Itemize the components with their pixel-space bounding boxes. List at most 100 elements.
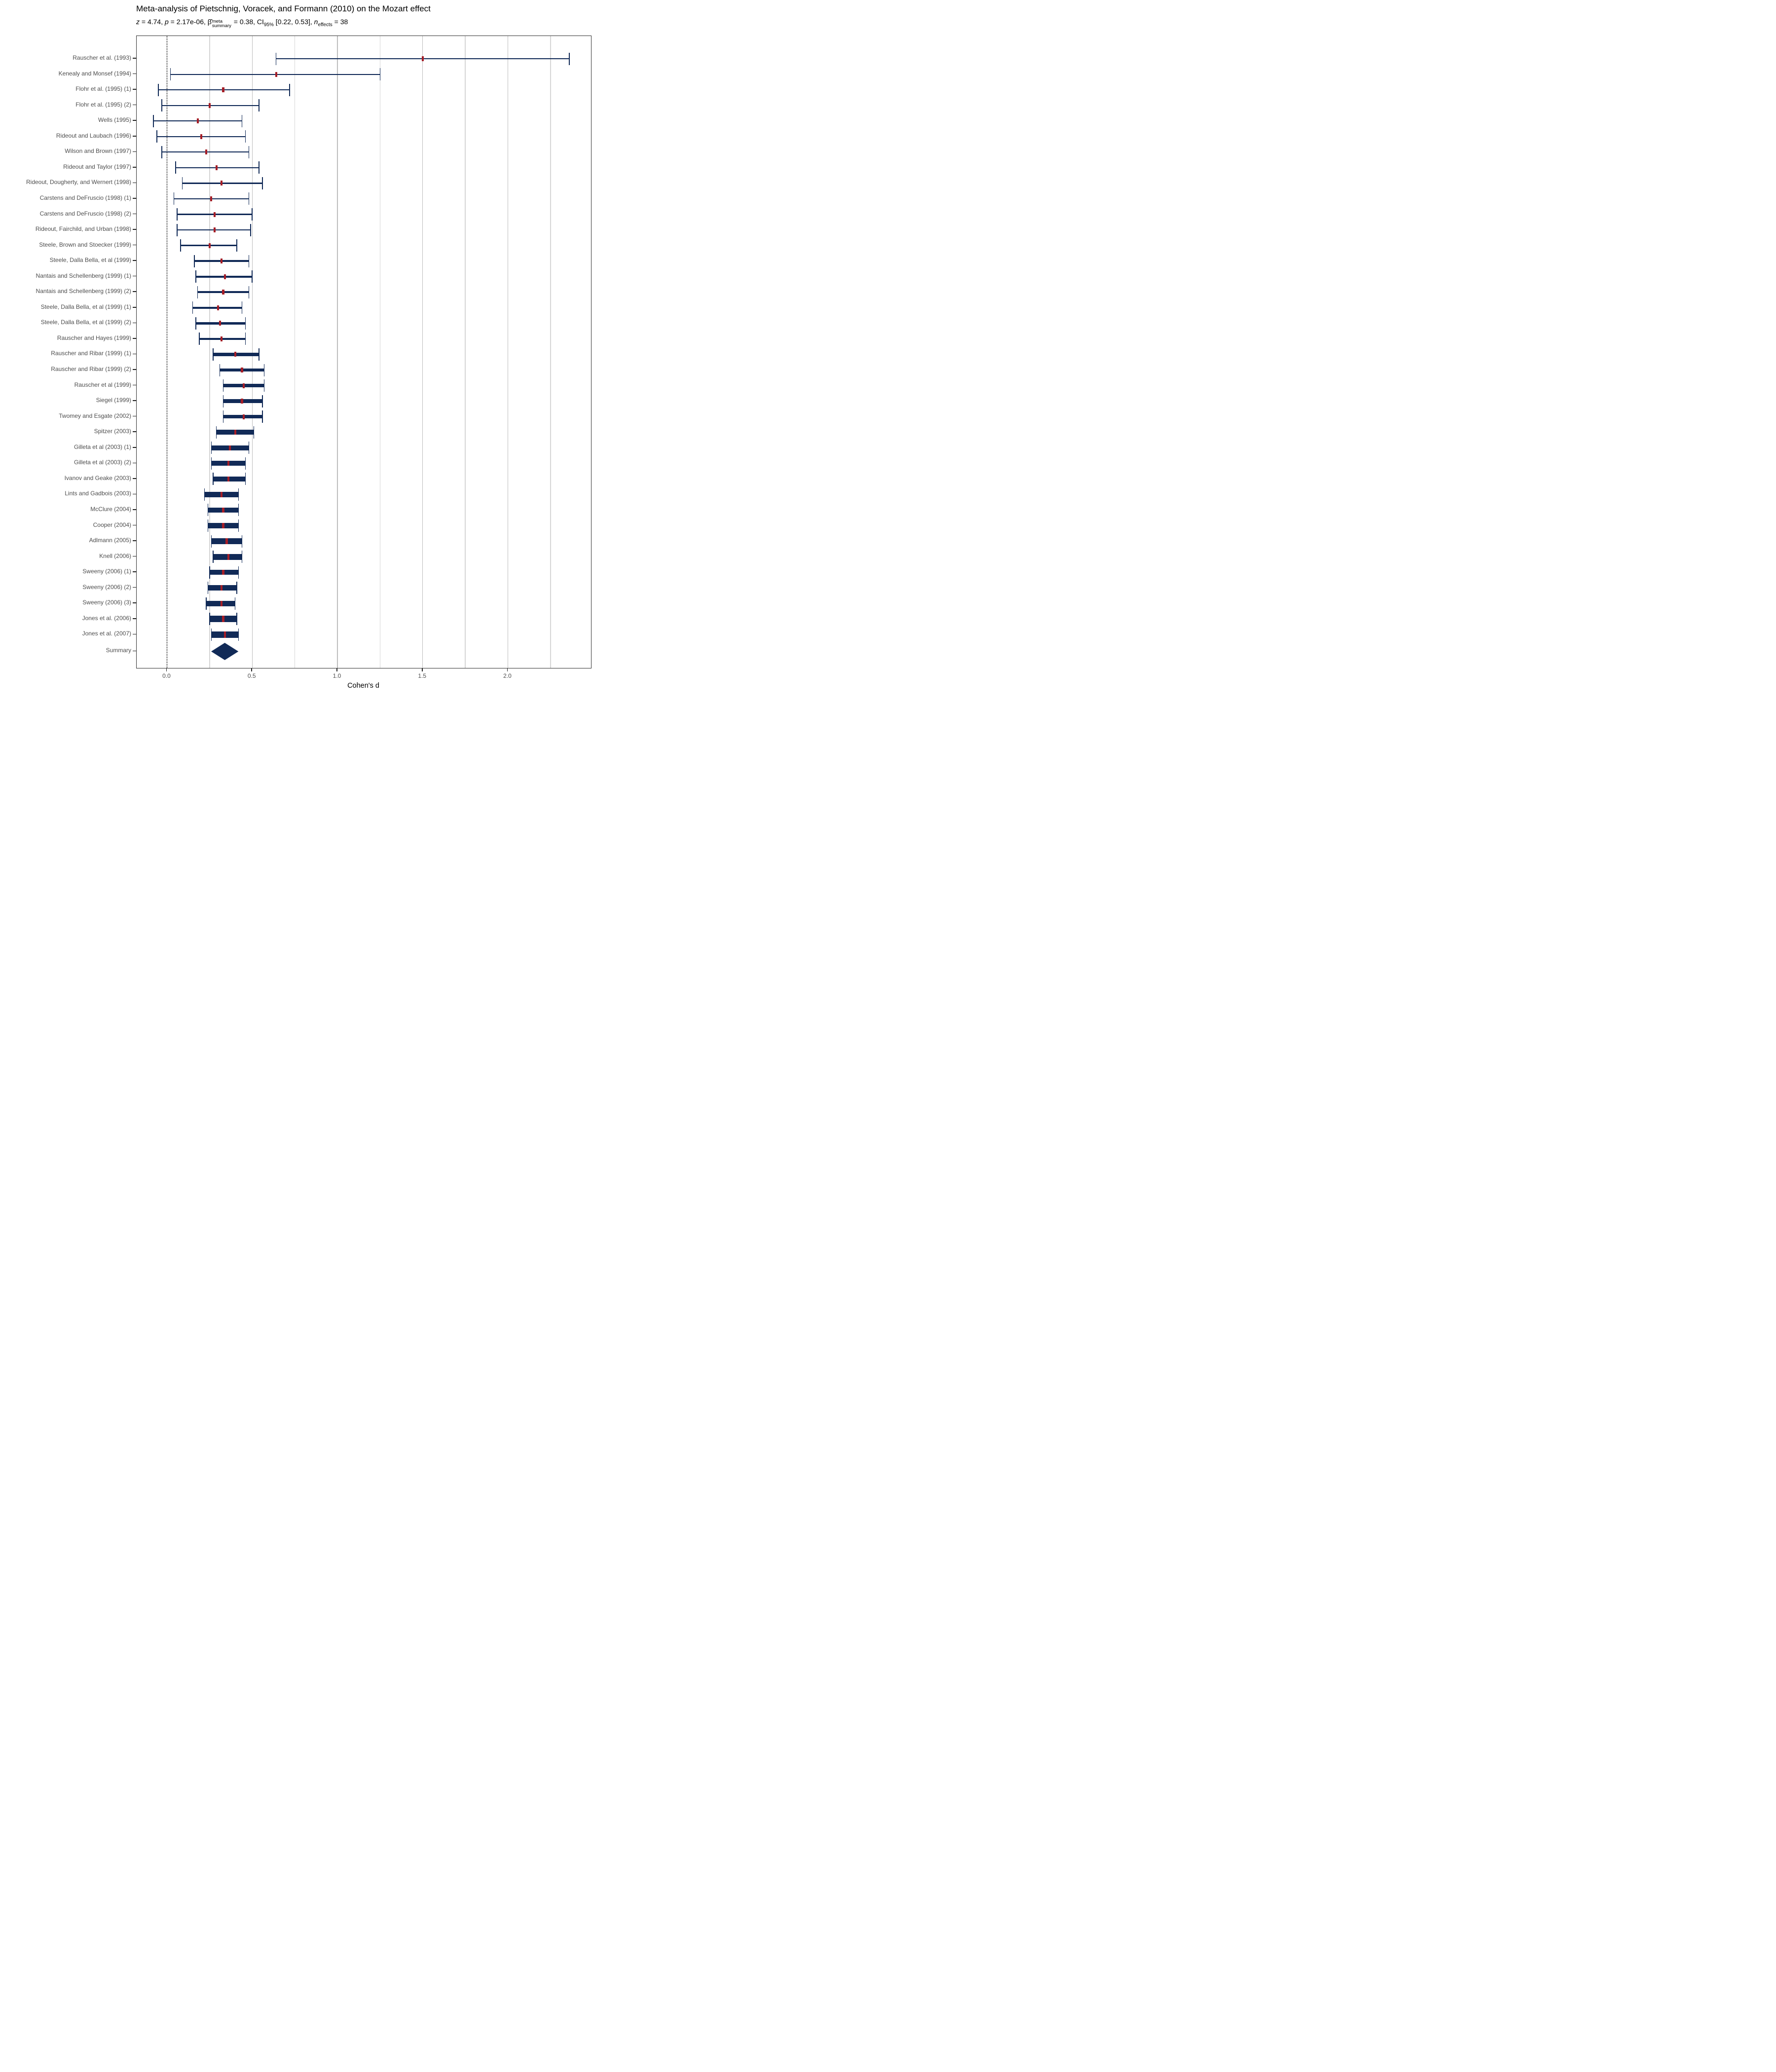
ci-lower-cap (209, 613, 210, 626)
study-label: Carstens and DeFruscio (1998) (1) (39, 194, 131, 201)
study-label: Rauscher et al (1999) (74, 381, 131, 388)
point-estimate-marker (241, 368, 243, 372)
subtitle-text: = 0.38, CI (231, 18, 264, 26)
study-label: Gilleta et al (2003) (1) (74, 443, 131, 450)
point-estimate-marker (242, 383, 245, 388)
point-estimate-marker (223, 274, 226, 279)
y-axis-tick (133, 244, 136, 246)
study-label: Rauscher and Ribar (1999) (1) (51, 350, 131, 357)
point-estimate-marker (217, 305, 220, 310)
y-axis-tick (133, 587, 136, 588)
ci-lower-cap (211, 457, 212, 470)
y-axis-tick (133, 650, 136, 652)
ci-upper-cap (250, 223, 251, 236)
study-label: Sweeny (2006) (1) (82, 568, 131, 575)
y-axis-tick (133, 618, 136, 619)
study-label: Twomey and Esgate (2002) (59, 412, 131, 419)
subtitle-text: [0.22, 0.53], (273, 18, 314, 26)
point-estimate-marker (222, 569, 224, 575)
point-estimate-marker (215, 165, 218, 170)
point-estimate-marker (196, 118, 199, 124)
point-estimate-marker (219, 321, 221, 326)
ci-upper-cap (252, 270, 253, 283)
ci-upper-cap (245, 130, 246, 143)
point-estimate-marker (223, 631, 226, 638)
point-estimate-marker (222, 290, 224, 295)
point-estimate-marker (275, 72, 277, 77)
point-estimate-marker (225, 538, 228, 544)
point-estimate-marker (220, 181, 223, 186)
point-estimate-marker (241, 399, 243, 404)
point-estimate-marker (220, 259, 223, 264)
y-axis-tick (133, 540, 136, 541)
ci-upper-cap (241, 535, 243, 548)
study-label: Steele, Dalla Bella, et al (1999) (49, 257, 131, 264)
ci-upper-cap (263, 379, 265, 392)
y-axis-tick (133, 213, 136, 215)
point-estimate-marker (200, 134, 202, 139)
forest-plot-figure: Meta-analysis of Pietschnig, Voracek, an… (0, 0, 592, 691)
ci-upper-cap (248, 192, 250, 205)
y-axis-tick (133, 602, 136, 604)
ci-lower-cap (197, 286, 198, 298)
x-axis-tick (507, 668, 508, 671)
study-label: Steele, Dalla Bella, et al (1999) (2) (40, 319, 131, 326)
y-axis-tick (133, 384, 136, 386)
point-estimate-marker (222, 616, 224, 623)
ci-upper-cap (245, 457, 246, 470)
study-label: Jones et al. (2006) (82, 614, 131, 622)
ci-upper-cap (262, 395, 263, 407)
study-label: Nantais and Schellenberg (1999) (2) (36, 288, 131, 295)
study-label: Flohr et al. (1995) (1) (75, 85, 131, 93)
subtitle-subscript: effects (318, 22, 333, 28)
study-label: McClure (2004) (90, 505, 131, 513)
plot-panel (136, 36, 592, 668)
y-axis-tick (133, 633, 136, 635)
ci-lower-cap (195, 317, 197, 330)
study-label: Lints and Gadbois (2003) (65, 490, 131, 497)
y-axis-tick (133, 446, 136, 448)
study-label: Ivanov and Geake (2003) (64, 474, 131, 481)
y-axis-tick (133, 524, 136, 526)
study-label: Rideout and Laubach (1996) (56, 132, 131, 139)
y-axis-tick (133, 571, 136, 572)
ci-upper-cap (236, 613, 237, 626)
subtitle-math-var: n (314, 18, 318, 26)
ci-lower-cap (195, 270, 197, 283)
chart-title: Meta-analysis of Pietschnig, Voracek, an… (136, 4, 431, 13)
ci-lower-cap (211, 628, 212, 641)
ci-upper-cap (289, 83, 291, 96)
study-label: Rideout and Taylor (1997) (63, 163, 131, 170)
point-estimate-marker (421, 56, 424, 61)
y-axis-tick (133, 104, 136, 106)
y-axis-tick (133, 275, 136, 277)
gridline-minor (209, 36, 210, 668)
study-label: Rauscher and Ribar (1999) (2) (51, 366, 131, 372)
y-axis-tick (133, 58, 136, 59)
point-estimate-marker (227, 476, 229, 481)
y-axis-tick (133, 338, 136, 339)
subtitle-subscript: 95% (263, 22, 274, 28)
point-estimate-marker (227, 554, 229, 560)
x-axis-tick (251, 668, 253, 671)
subtitle-beta-scripts: meta summary (212, 19, 231, 29)
ci-upper-cap (245, 333, 246, 345)
y-axis-tick (133, 478, 136, 479)
study-label: Carstens and DeFruscio (1998) (2) (39, 210, 131, 217)
x-axis-tick-label: 0.5 (247, 672, 256, 679)
x-axis-tick-label: 1.5 (418, 672, 427, 679)
study-label: Steele, Brown and Stoecker (1999) (39, 241, 131, 248)
study-label: Sweeny (2006) (2) (82, 583, 131, 591)
summary-diamond-shape (211, 642, 239, 660)
ci-upper-cap (234, 597, 236, 610)
x-axis-tick-label: 2.0 (503, 672, 512, 679)
ci-upper-cap (238, 628, 239, 641)
summary-diamond (211, 642, 239, 660)
ci-upper-cap (248, 146, 250, 158)
study-label: Kenealy and Monsef (1994) (58, 70, 131, 77)
y-axis-tick (133, 291, 136, 293)
ci-upper-cap (236, 582, 237, 594)
ci-lower-cap (211, 535, 212, 548)
point-estimate-marker (220, 336, 223, 341)
ci-upper-cap (262, 177, 263, 189)
